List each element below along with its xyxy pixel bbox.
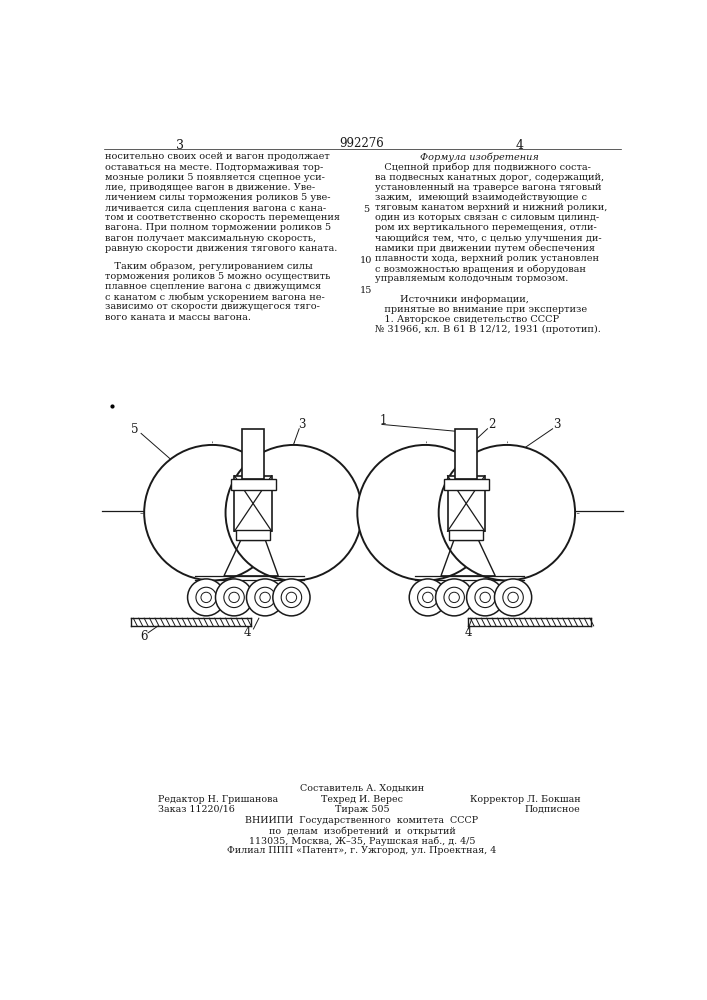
- Text: с канатом с любым ускорением вагона не-: с канатом с любым ускорением вагона не-: [105, 292, 325, 302]
- Circle shape: [467, 579, 504, 616]
- Text: торможения роликов 5 можно осуществить: торможения роликов 5 можно осуществить: [105, 272, 331, 281]
- Bar: [444, 479, 489, 490]
- Text: плавное сцепление вагона с движущимся: плавное сцепление вагона с движущимся: [105, 282, 322, 291]
- Text: Подписное: Подписное: [525, 805, 580, 814]
- Text: носительно своих осей и вагон продолжает: носительно своих осей и вагон продолжает: [105, 152, 330, 161]
- Text: Редактор Н. Гришанова: Редактор Н. Гришанова: [158, 795, 279, 804]
- Text: зависимо от скорости движущегося тяго-: зависимо от скорости движущегося тяго-: [105, 302, 320, 311]
- Circle shape: [508, 592, 518, 603]
- Circle shape: [216, 579, 252, 616]
- Text: плавности хода, верхний ролик установлен: плавности хода, верхний ролик установлен: [375, 254, 599, 263]
- Text: 992276: 992276: [339, 137, 385, 150]
- Circle shape: [444, 587, 464, 608]
- Text: мозные ролики 5 появляется сцепное уси-: мозные ролики 5 появляется сцепное уси-: [105, 173, 325, 182]
- Text: Заказ 11220/16: Заказ 11220/16: [158, 805, 235, 814]
- Circle shape: [260, 592, 270, 603]
- Text: № 31966, кл. В 61 В 12/12, 1931 (прототип).: № 31966, кл. В 61 В 12/12, 1931 (прототи…: [375, 325, 601, 334]
- Text: Составитель А. Ходыкин: Составитель А. Ходыкин: [300, 784, 424, 793]
- Text: установленный на траверсе вагона тяговый: установленный на траверсе вагона тяговый: [375, 183, 602, 192]
- Circle shape: [480, 592, 491, 603]
- Bar: [230, 479, 276, 490]
- Text: тяговым канатом верхний и нижний ролики,: тяговым канатом верхний и нижний ролики,: [375, 203, 607, 212]
- Bar: [235, 476, 271, 531]
- Text: 6: 6: [141, 630, 148, 643]
- Text: 5: 5: [363, 205, 369, 214]
- Text: 4: 4: [243, 626, 251, 639]
- Text: 3: 3: [553, 418, 560, 431]
- Text: намики при движении путем обеспечения: намики при движении путем обеспечения: [375, 244, 595, 253]
- Text: 4: 4: [464, 626, 472, 639]
- Text: Таким образом, регулированием силы: Таким образом, регулированием силы: [105, 262, 313, 271]
- Text: ва подвесных канатных дорог, содержащий,: ва подвесных канатных дорог, содержащий,: [375, 173, 604, 182]
- Text: управляемым колодочным тормозом.: управляемым колодочным тормозом.: [375, 274, 568, 283]
- Text: оставаться на месте. Подтормаживая тор-: оставаться на месте. Подтормаживая тор-: [105, 163, 324, 172]
- Text: зажим,  имеющий взаимодействующие с: зажим, имеющий взаимодействующие с: [375, 193, 587, 202]
- Text: ром их вертикального перемещения, отли-: ром их вертикального перемещения, отли-: [375, 223, 597, 232]
- Circle shape: [475, 587, 496, 608]
- Circle shape: [144, 445, 281, 580]
- Circle shape: [226, 445, 362, 580]
- Text: с возможностью вращения и оборудован: с возможностью вращения и оборудован: [375, 264, 586, 274]
- Text: 1. Авторское свидетельство СССР: 1. Авторское свидетельство СССР: [375, 315, 559, 324]
- Circle shape: [201, 592, 211, 603]
- Circle shape: [494, 579, 532, 616]
- Text: Техред И. Верес: Техред И. Верес: [321, 795, 403, 804]
- Text: том и соответственно скорость перемещения: том и соответственно скорость перемещени…: [105, 213, 341, 222]
- Text: личивается сила сцепления вагона с кана-: личивается сила сцепления вагона с кана-: [105, 203, 327, 212]
- Text: вагон получает максимальную скорость,: вагон получает максимальную скорость,: [105, 234, 317, 243]
- Text: равную скорости движения тягового каната.: равную скорости движения тягового каната…: [105, 244, 338, 253]
- Circle shape: [436, 579, 473, 616]
- Text: 2: 2: [488, 418, 495, 431]
- Circle shape: [423, 592, 433, 603]
- Text: 1: 1: [379, 414, 387, 427]
- Text: 3: 3: [298, 418, 305, 431]
- Circle shape: [418, 587, 438, 608]
- Circle shape: [281, 587, 302, 608]
- Text: 5: 5: [131, 423, 139, 436]
- Text: Сцепной прибор для подвижного соста-: Сцепной прибор для подвижного соста-: [375, 163, 591, 172]
- Text: один из которых связан с силовым цилинд-: один из которых связан с силовым цилинд-: [375, 213, 600, 222]
- Circle shape: [409, 579, 446, 616]
- Text: Корректор Л. Бокшан: Корректор Л. Бокшан: [470, 795, 580, 804]
- Circle shape: [286, 592, 297, 603]
- Text: лие, приводящее вагон в движение. Уве-: лие, приводящее вагон в движение. Уве-: [105, 183, 315, 192]
- Circle shape: [503, 587, 523, 608]
- Text: Тираж 505: Тираж 505: [334, 805, 390, 814]
- Text: личением силы торможения роликов 5 уве-: личением силы торможения роликов 5 уве-: [105, 193, 331, 202]
- Text: 15: 15: [360, 286, 372, 295]
- Bar: [243, 429, 264, 479]
- Text: 113035, Москва, Ж–35, Раушская наб., д. 4/5: 113035, Москва, Ж–35, Раушская наб., д. …: [249, 836, 475, 846]
- Bar: [448, 476, 485, 531]
- Text: 3: 3: [176, 139, 184, 152]
- Circle shape: [196, 587, 216, 608]
- Circle shape: [449, 592, 460, 603]
- Bar: [455, 429, 477, 479]
- Text: 10: 10: [360, 256, 372, 265]
- Text: Филиал ППП «Патент», г. Ужгород, ул. Проектная, 4: Филиал ППП «Патент», г. Ужгород, ул. Про…: [228, 846, 496, 855]
- Circle shape: [187, 579, 225, 616]
- Text: вого каната и массы вагона.: вого каната и массы вагона.: [105, 312, 252, 322]
- Circle shape: [255, 587, 275, 608]
- Text: ВНИИПИ  Государственного  комитета  СССР: ВНИИПИ Государственного комитета СССР: [245, 816, 479, 825]
- Text: 4: 4: [515, 139, 523, 152]
- Text: Источники информации,: Источники информации,: [375, 295, 529, 304]
- Circle shape: [273, 579, 310, 616]
- Text: вагона. При полном торможении роликов 5: вагона. При полном торможении роликов 5: [105, 223, 332, 232]
- Circle shape: [247, 579, 284, 616]
- Text: чающийся тем, что, с целью улучшения ди-: чающийся тем, что, с целью улучшения ди-: [375, 234, 602, 243]
- Bar: [236, 530, 270, 540]
- Text: принятые во внимание при экспертизе: принятые во внимание при экспертизе: [375, 305, 588, 314]
- Circle shape: [438, 445, 575, 580]
- Text: Формула изобретения: Формула изобретения: [421, 152, 539, 162]
- Circle shape: [357, 445, 493, 580]
- Circle shape: [229, 592, 239, 603]
- Circle shape: [224, 587, 245, 608]
- Bar: [449, 530, 484, 540]
- Text: по  делам  изобретений  и  открытий: по делам изобретений и открытий: [269, 826, 455, 836]
